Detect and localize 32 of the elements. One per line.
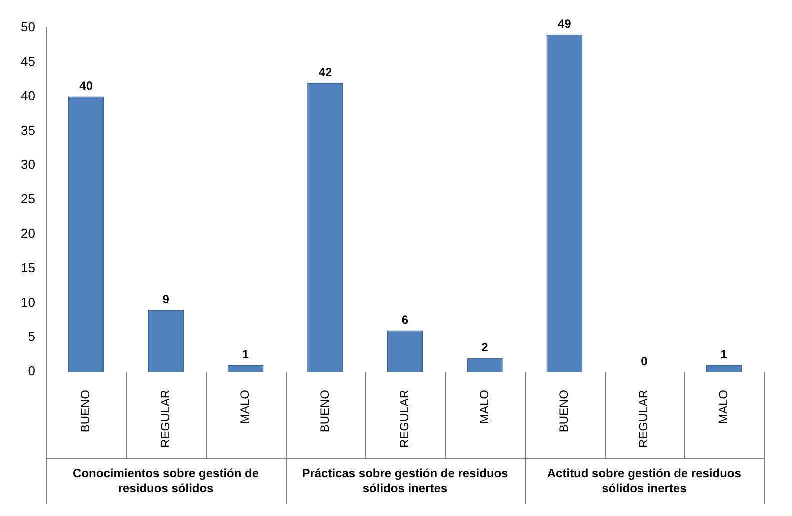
data-label: 42: [318, 65, 332, 80]
x-tick-label: MALO: [238, 390, 252, 424]
text: Prácticas sobre gestión de residuos sólidos inertes: [302, 466, 509, 496]
x-tick-label: MALO: [716, 390, 730, 424]
x-tick-label: REGULAR: [158, 390, 172, 448]
x-tick-label: MALO: [477, 390, 492, 424]
x-tick-label: BUENO: [556, 390, 571, 433]
y-tick-label: 45: [20, 54, 36, 69]
data-label: 40: [80, 79, 94, 94]
x-tick-label: REGULAR: [636, 390, 651, 448]
data-label: 1: [720, 347, 728, 362]
x-tick-label: BUENO: [318, 390, 332, 433]
x-tick-label: REGULAR: [398, 390, 412, 448]
y-tick-label: 0: [28, 364, 36, 379]
text: Actitud sobre gestión de residuos sólidos inertes: [547, 466, 742, 496]
y-tick-label: 40: [20, 88, 36, 104]
data-label: 2: [482, 340, 489, 355]
data-label: 1: [242, 347, 250, 362]
data-label: 0: [641, 354, 648, 368]
data-label: 6: [402, 313, 409, 328]
x-tick-label: BUENO: [78, 390, 93, 433]
y-tick-label: 15: [20, 260, 36, 276]
data-label: 9: [162, 292, 170, 306]
y-tick-label: 35: [20, 122, 36, 138]
text: Conocimientos sobre gestión de residuos sólidos: [73, 466, 260, 496]
y-tick-label: 10: [20, 294, 36, 310]
y-tick-label: 20: [20, 226, 36, 241]
y-tick-label: 25: [20, 192, 36, 207]
y-tick-label: 5: [28, 329, 36, 344]
data-label: 49: [558, 17, 572, 32]
y-tick-label: 50: [20, 20, 36, 35]
y-tick-label: 30: [20, 157, 36, 172]
